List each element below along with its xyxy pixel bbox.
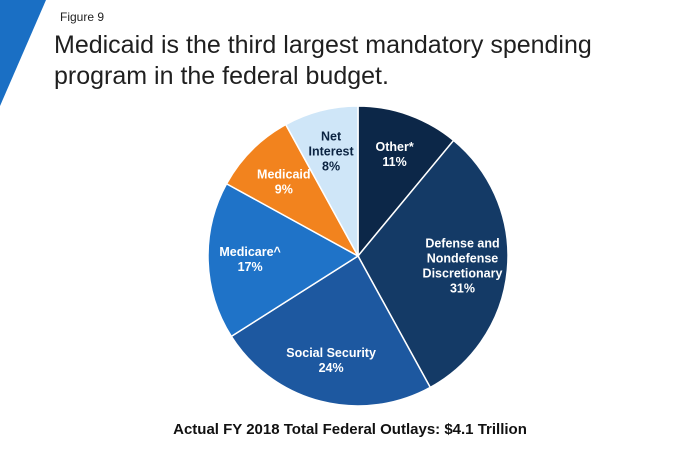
slice-name: Medicare^ [219, 245, 281, 259]
slice-percent: 11% [382, 155, 406, 169]
slice-percent: 8% [322, 159, 340, 173]
chart-title: Actual FY 2018 Total Federal Outlays: $4… [173, 421, 527, 438]
slice-name: Nondefense [427, 251, 499, 265]
corner-accent [0, 0, 46, 106]
slice-percent: 9% [275, 182, 293, 196]
slice-name: Other* [375, 140, 413, 154]
slice-label-other: Other*11% [375, 140, 413, 169]
slice-name: Net [321, 129, 342, 143]
slice-name: Social Security [286, 346, 376, 360]
slice-name: Medicaid [257, 167, 311, 181]
corner-accent-shape [0, 0, 46, 106]
figure-label: Figure 9 [60, 10, 105, 24]
slice-percent: 31% [450, 281, 475, 295]
pie-slice-net-interest [284, 105, 359, 257]
page-title: Medicaid is the third largest mandatory … [54, 31, 592, 90]
slice-label-medicare: Medicare^17% [219, 245, 281, 274]
pie-slice-medicare [207, 182, 360, 338]
slice-percent: 24% [319, 361, 344, 375]
slice-name: Interest [309, 144, 355, 158]
pie-slice-defense-and-nondefense-discretionary [357, 139, 509, 389]
pie-slice-other [357, 105, 455, 259]
slice-name: Defense and [425, 236, 499, 250]
slice-name: Discretionary [423, 266, 503, 280]
slice-percent: 17% [238, 260, 263, 274]
pie-slice-social-security [230, 254, 432, 407]
pie-slice-medicaid [225, 123, 360, 258]
